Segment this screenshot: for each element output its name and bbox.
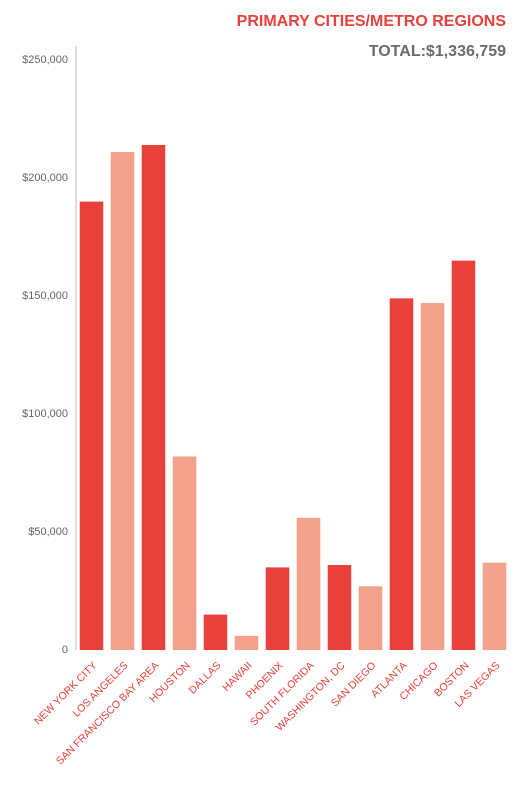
y-tick-label: $50,000 [28, 526, 68, 538]
bar [451, 260, 476, 650]
bar [358, 586, 383, 650]
bar [234, 635, 259, 650]
bar [265, 567, 290, 650]
y-tick-label: $100,000 [22, 408, 68, 420]
y-tick-label: $200,000 [22, 172, 68, 184]
bar [79, 201, 104, 650]
bar [110, 152, 135, 651]
bar [203, 614, 228, 650]
bar [389, 298, 414, 650]
chart-subtitle: TOTAL:$1,336,759 [369, 43, 506, 60]
bar [420, 303, 445, 650]
bar [327, 565, 352, 650]
bar [296, 517, 321, 650]
chart-title: PRIMARY CITIES/METRO REGIONS [237, 13, 507, 30]
y-tick-label: $250,000 [22, 54, 68, 66]
x-tick-label: DALLAS [187, 660, 224, 697]
y-tick-label: 0 [62, 644, 68, 656]
bar [482, 562, 507, 650]
bar [141, 144, 166, 650]
x-tick-label: LOS ANGELES [71, 660, 131, 720]
y-tick-label: $150,000 [22, 290, 68, 302]
bar [172, 456, 197, 650]
